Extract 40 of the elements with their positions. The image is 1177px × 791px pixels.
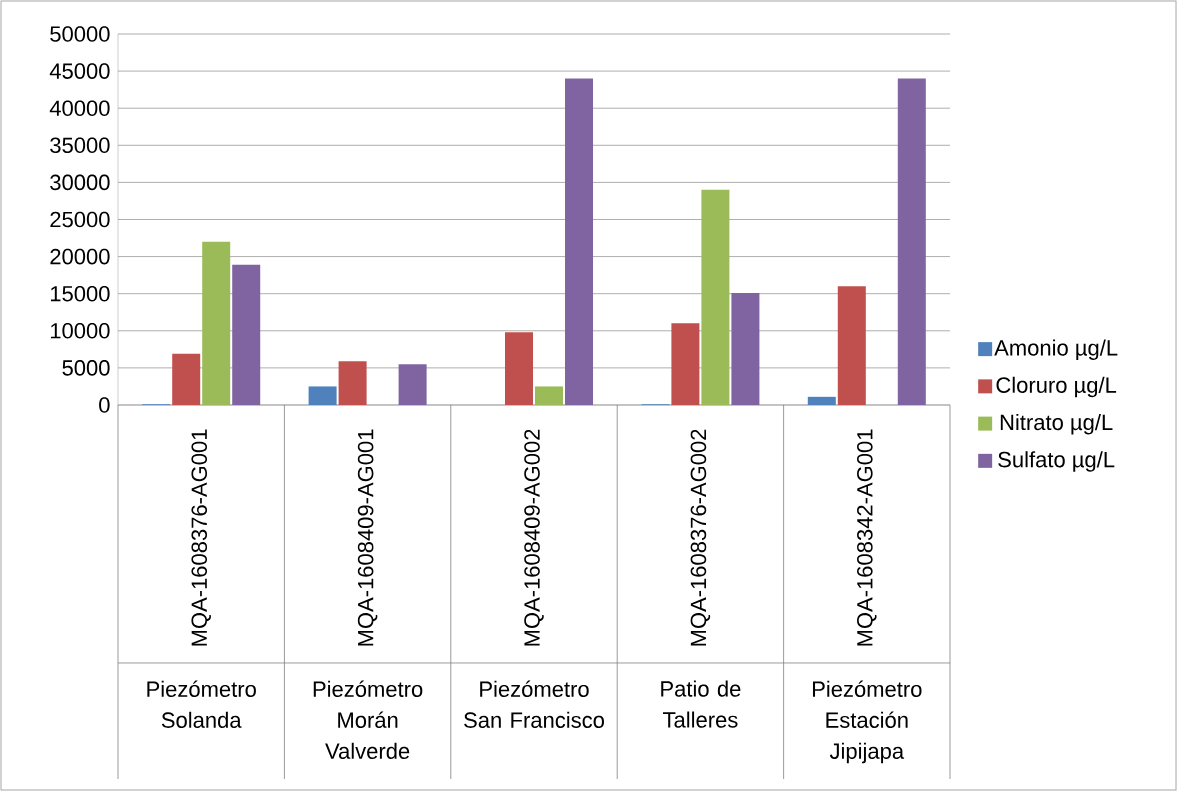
bar	[232, 264, 261, 405]
bar	[807, 396, 836, 405]
legend-label: Amonio µg/L	[994, 339, 1118, 361]
bar	[202, 241, 231, 405]
y-tick-label: 30000	[50, 174, 110, 191]
bar	[565, 78, 594, 405]
y-tick-label: 40000	[49, 100, 110, 116]
bar	[338, 361, 367, 405]
x-tick-label: MQA-1608409-AG001	[357, 429, 378, 646]
y-tick-label: 45000	[49, 63, 110, 79]
x-tick-label: MQA-1608342-AG001	[857, 429, 877, 646]
y-tick-label: 5000	[62, 360, 110, 376]
bar	[398, 364, 427, 405]
legend-label: Nitrato µg/L	[1000, 413, 1113, 435]
legend-label: Sulfato µg/L	[998, 451, 1115, 472]
y-tick-label: 25000	[50, 211, 110, 228]
x-tick-label: MQA-1608376-AG002	[690, 429, 711, 646]
x-tick-label: MQA-1608409-AG002	[524, 429, 544, 646]
bar	[837, 286, 866, 405]
text: Piezómetro Estación Jipijapa	[812, 680, 922, 764]
y-tick-label: 15000	[50, 285, 110, 302]
text: Piezómetro San Francisco	[464, 680, 604, 728]
legend-label: Cloruro µg/L	[996, 376, 1117, 398]
bar	[731, 292, 760, 405]
y-tick-label: 50000	[50, 26, 110, 42]
bar	[897, 78, 926, 405]
y-tick-label: 35000	[50, 137, 110, 154]
bar	[671, 323, 700, 405]
x-tick-label: MQA-1608376-AG001	[191, 429, 211, 646]
text: Patio de Talleres	[661, 680, 741, 728]
bar	[701, 189, 730, 405]
y-tick-label: 20000	[50, 248, 110, 265]
text: Piezómetro Solanda	[147, 680, 256, 728]
y-tick-label: 10000	[50, 322, 110, 339]
bar	[505, 332, 534, 405]
bar	[308, 386, 337, 405]
text: Piezómetro Morán Valverde	[313, 680, 423, 759]
y-tick-label: 0	[99, 397, 110, 413]
bar	[172, 353, 201, 405]
bar	[535, 386, 564, 405]
